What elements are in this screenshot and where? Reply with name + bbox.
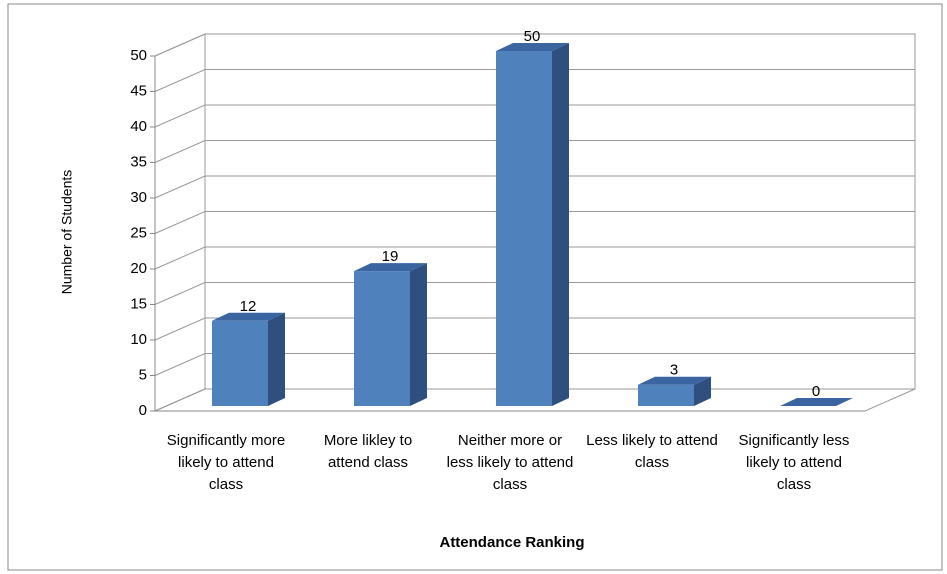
y-tick-label: 20 xyxy=(130,260,147,277)
y-tick-label: 40 xyxy=(130,118,147,135)
x-tick-label-box: Neither more or less likely to attend cl… xyxy=(446,432,574,493)
data-label: 12 xyxy=(240,298,257,315)
bar-top xyxy=(638,376,711,385)
y-tick-label: 15 xyxy=(130,295,147,312)
bar xyxy=(354,271,410,406)
data-label: 0 xyxy=(812,383,820,400)
bar-top xyxy=(212,312,285,321)
y-tick-label: 0 xyxy=(139,402,147,419)
x-tick-label: Significantly more likely to attend clas… xyxy=(166,432,286,493)
y-tick-label: 30 xyxy=(130,189,147,206)
grid-line xyxy=(154,33,915,57)
y-tick-label: 35 xyxy=(130,153,147,170)
data-label: 3 xyxy=(670,362,678,379)
x-tick-label: More likley to attend class xyxy=(323,432,413,471)
grid-line xyxy=(154,175,915,199)
bar-side xyxy=(410,263,427,406)
x-tick-label-box: Less likely to attend class xyxy=(586,432,718,471)
grid-line xyxy=(154,69,915,92)
bar xyxy=(638,384,694,406)
y-tick-label: 5 xyxy=(139,366,147,383)
x-tick-label: Significantly less likely to attend clas… xyxy=(738,432,850,493)
bar-top xyxy=(780,398,853,406)
bar-side xyxy=(552,43,569,406)
grid-line xyxy=(154,246,915,270)
x-tick-label-box: Significantly more likely to attend clas… xyxy=(166,432,286,493)
bar xyxy=(496,51,552,406)
x-tick-label: Less likely to attend class xyxy=(586,432,718,471)
grid-line xyxy=(154,104,915,128)
grid-line xyxy=(154,317,915,341)
grid-line xyxy=(154,211,915,234)
data-label: 50 xyxy=(524,28,541,45)
y-axis-title: Number of Students xyxy=(59,170,75,295)
x-tick-label-box: Significantly less likely to attend clas… xyxy=(738,432,850,493)
x-axis-title: Attendance Ranking xyxy=(439,534,584,551)
x-tick-label: Neither more or less likely to attend cl… xyxy=(446,432,574,493)
bar-side xyxy=(694,376,711,406)
bar xyxy=(212,320,268,406)
x-tick-label-box: More likley to attend class xyxy=(323,432,413,471)
grid-line xyxy=(154,140,915,163)
bar-side xyxy=(268,312,285,406)
data-label: 19 xyxy=(382,248,399,265)
bar-top xyxy=(354,263,427,272)
y-tick-label: 45 xyxy=(130,82,147,99)
y-tick-label: 25 xyxy=(130,224,147,241)
grid-line xyxy=(154,353,915,376)
grid-line xyxy=(154,282,915,305)
y-tick-label: 10 xyxy=(130,331,147,348)
y-tick-label: 50 xyxy=(130,47,147,64)
bar-top xyxy=(496,43,569,51)
